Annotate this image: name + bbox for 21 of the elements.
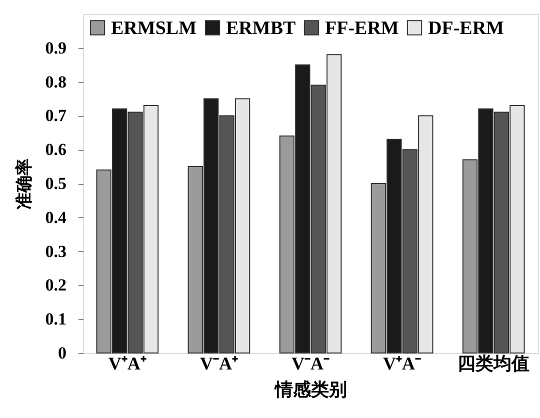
y-tick-label: 0.2 (45, 276, 66, 295)
y-tick-label: 0 (58, 344, 66, 362)
x-tick-label: V⁻A⁺ (200, 354, 238, 374)
x-tick-label: V⁻A⁻ (292, 354, 330, 374)
y-tick-label: 0.4 (45, 208, 67, 227)
x-tick-label: V⁺A⁺ (108, 354, 146, 374)
legend-label: ERMSLM (111, 18, 197, 39)
legend-label: ERMBT (226, 18, 296, 39)
x-tick-label: 四类均值 (458, 354, 530, 374)
y-tick-label: 0.9 (45, 38, 66, 58)
y-tick-label: 0.7 (45, 106, 67, 126)
x-axis-title: 情感类别 (274, 380, 347, 400)
y-axis-title: 准确率 (14, 158, 34, 210)
y-tick-label: 0.1 (45, 310, 66, 329)
x-tick-label: V⁺A⁻ (383, 354, 422, 374)
y-tick-label: 0.6 (45, 140, 66, 160)
y-tick-label: 0.3 (45, 242, 66, 261)
legend-label: DF-ERM (428, 18, 504, 39)
y-tick-label: 0.8 (45, 72, 66, 92)
legend-label: FF-ERM (325, 18, 399, 39)
y-tick-label: 0.5 (45, 174, 66, 193)
